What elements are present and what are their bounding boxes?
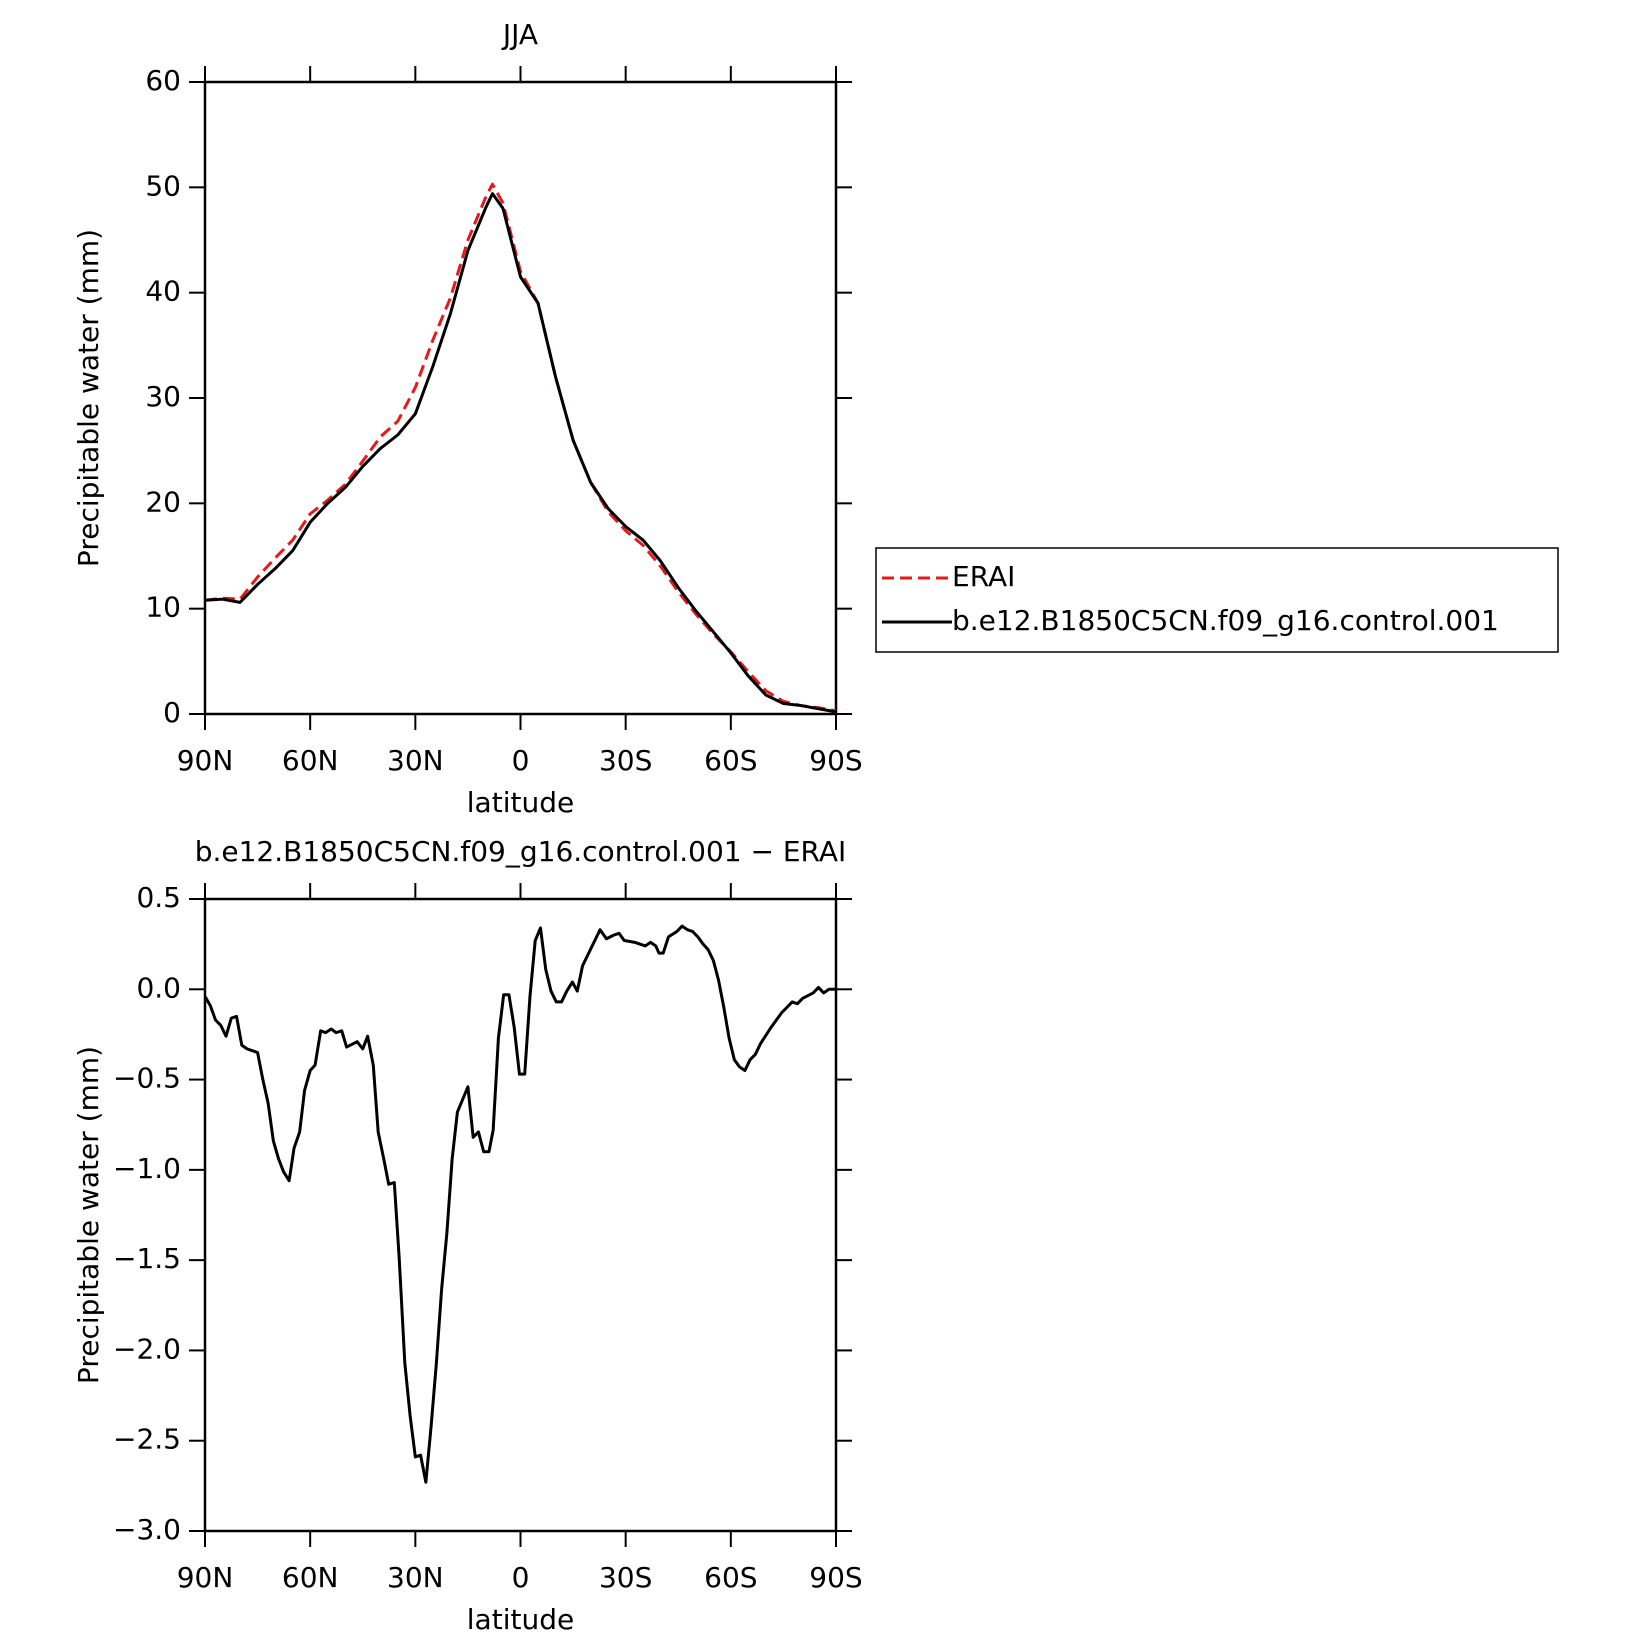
y-tick-label: 60 <box>145 64 181 97</box>
series-line <box>203 924 836 1484</box>
y-tick-label: 0.5 <box>136 881 181 914</box>
y-axis-label: Precipitable water (mm) <box>72 229 105 567</box>
y-tick-label: 30 <box>145 380 181 413</box>
y-tick-label: 50 <box>145 169 181 202</box>
y-tick-label: −0.5 <box>113 1062 181 1095</box>
x-tick-label: 30S <box>599 1561 652 1594</box>
y-axis-label: Precipitable water (mm) <box>72 1046 105 1384</box>
x-tick-label: 90N <box>177 1561 234 1594</box>
y-tick-label: 0 <box>163 696 181 729</box>
y-tick-label: 40 <box>145 275 181 308</box>
x-axis-label: latitude <box>467 1603 574 1636</box>
y-tick-label: −2.5 <box>113 1423 181 1456</box>
y-tick-label: 20 <box>145 485 181 518</box>
x-tick-label: 60S <box>704 1561 757 1594</box>
x-tick-label: 90S <box>809 744 862 777</box>
plot-frame <box>203 80 838 716</box>
chart-title: JJA <box>501 18 538 51</box>
y-tick-label: −2.0 <box>113 1332 181 1365</box>
x-axis-label: latitude <box>467 786 574 819</box>
x-tick-label: 30N <box>387 744 444 777</box>
x-tick-label: 30S <box>599 744 652 777</box>
legend-label: ERAI <box>952 560 1015 593</box>
y-tick-label: −1.0 <box>113 1152 181 1185</box>
x-tick-label: 60S <box>704 744 757 777</box>
plot-frame <box>203 897 838 1533</box>
x-tick-label: 90N <box>177 744 234 777</box>
x-tick-label: 90S <box>809 1561 862 1594</box>
chart-title: b.e12.B1850C5CN.f09_g16.control.001 − ER… <box>195 835 847 868</box>
series-line <box>204 182 837 713</box>
y-tick-label: −1.5 <box>113 1242 181 1275</box>
y-tick-label: 10 <box>145 591 181 624</box>
y-tick-label: −3.0 <box>113 1513 181 1546</box>
x-tick-label: 0 <box>512 744 530 777</box>
y-tick-label: 0.0 <box>136 971 181 1004</box>
legend-box <box>875 547 1559 653</box>
x-tick-label: 60N <box>282 744 339 777</box>
x-tick-label: 0 <box>512 1561 530 1594</box>
legend-label: b.e12.B1850C5CN.f09_g16.control.001 <box>952 604 1499 637</box>
x-tick-label: 30N <box>387 1561 444 1594</box>
x-tick-label: 60N <box>282 1561 339 1594</box>
series-line <box>204 192 837 714</box>
